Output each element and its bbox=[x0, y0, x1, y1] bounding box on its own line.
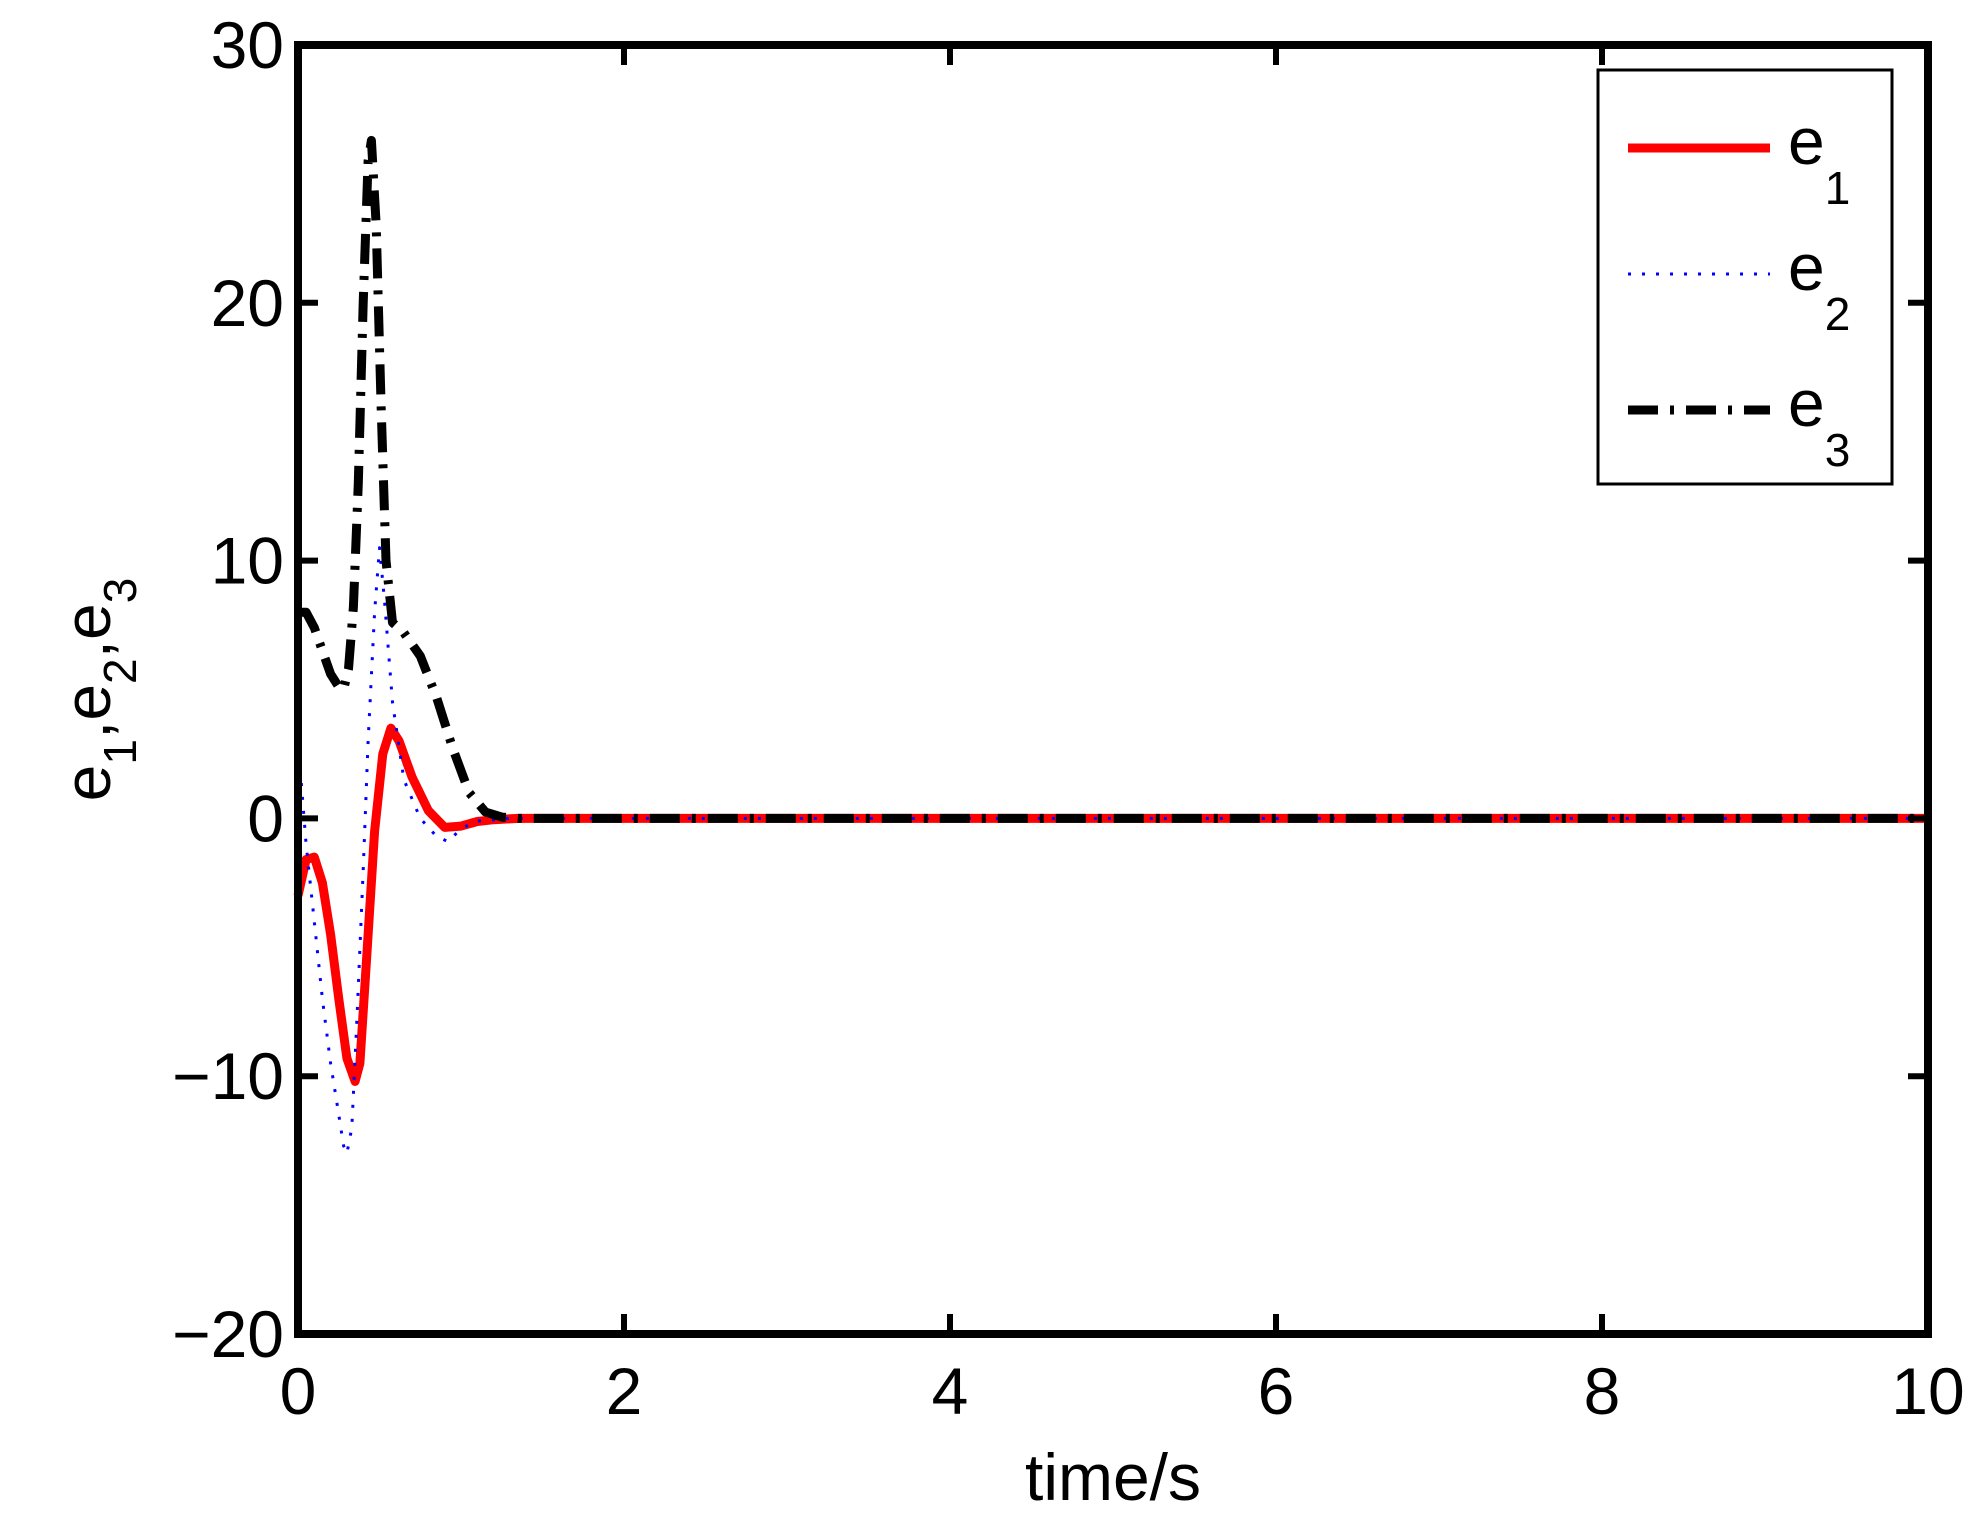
y-tick-label: −20 bbox=[172, 1297, 284, 1371]
legend-label-e1: e1 bbox=[1788, 104, 1850, 214]
tick-labels: 0 2 4 6 8 10 −20 −10 0 10 20 30 bbox=[172, 8, 1965, 1428]
x-tick-label: 2 bbox=[606, 1354, 643, 1428]
y-label-sub: 3 bbox=[94, 578, 146, 604]
series-line-e1 bbox=[293, 723, 1928, 1086]
series-layer bbox=[293, 135, 1928, 1155]
y-label-base: e bbox=[50, 684, 124, 721]
x-axis-label: time/s bbox=[1025, 1440, 1201, 1514]
y-label-base: e bbox=[50, 603, 124, 640]
x-tick-label: 8 bbox=[1584, 1354, 1621, 1428]
series-line-e3 bbox=[298, 135, 1928, 823]
y-axis-label: e1,e2,e3 bbox=[50, 578, 146, 802]
y-tick-label: 10 bbox=[211, 524, 284, 598]
legend-label-e3: e3 bbox=[1788, 366, 1850, 476]
legend-box bbox=[1596, 68, 1894, 486]
legend-label-e2: e2 bbox=[1788, 230, 1850, 340]
x-tick-label: 10 bbox=[1891, 1354, 1964, 1428]
x-tick-label: 0 bbox=[280, 1354, 317, 1428]
y-tick-label: 0 bbox=[247, 781, 284, 855]
y-label-sub: 2 bbox=[94, 658, 146, 684]
x-tick-label: 4 bbox=[932, 1354, 969, 1428]
y-tick-label: −10 bbox=[172, 1039, 284, 1113]
y-label-separator: , bbox=[50, 640, 124, 658]
y-label-base: e bbox=[50, 765, 124, 802]
x-tick-label: 6 bbox=[1258, 1354, 1295, 1428]
y-tick-label: 30 bbox=[211, 8, 284, 82]
y-tick-label: 20 bbox=[211, 266, 284, 340]
plot-area-frame bbox=[294, 41, 1932, 1338]
y-label-sub: 1 bbox=[94, 739, 146, 765]
legend: e1 e2 e3 bbox=[1596, 68, 1894, 486]
y-label-separator: , bbox=[50, 721, 124, 739]
